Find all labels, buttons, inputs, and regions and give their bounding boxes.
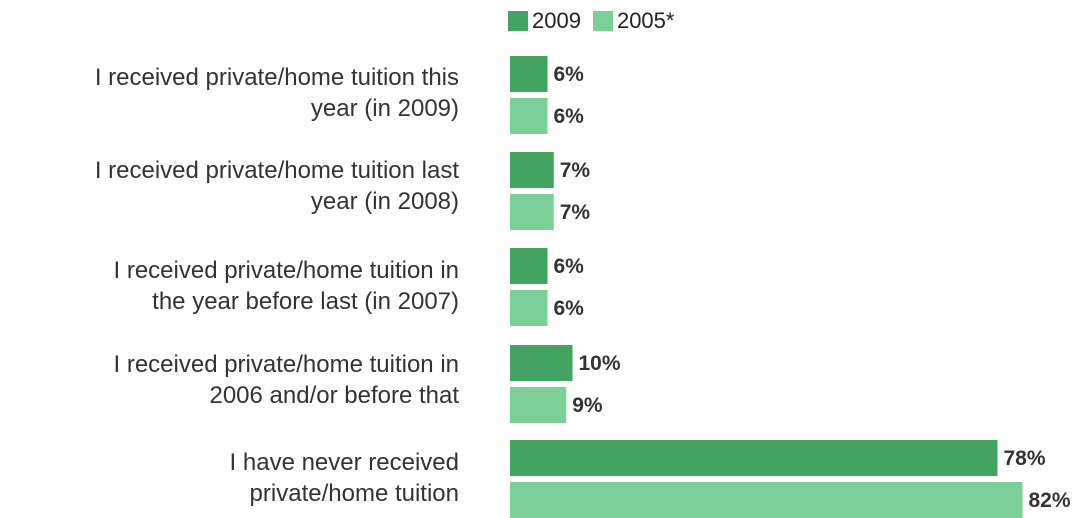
bar-2009-3 [510, 345, 573, 381]
legend-item-2005: 2005* [592, 8, 675, 34]
legend: 2009 2005* [508, 8, 686, 34]
category-label-3: I received private/home tuition in 2006 … [0, 349, 459, 411]
bar-2009-4 [510, 440, 998, 476]
legend-item-2009: 2009 [508, 8, 581, 34]
data-label-2005-2: 6% [554, 297, 585, 320]
category-label-2: I received private/home tuition in the y… [0, 255, 459, 317]
category-label-4: I have never received private/home tuiti… [0, 447, 459, 509]
category-label-3-line1: I received private/home tuition in [113, 351, 459, 378]
bar-2005-3 [510, 387, 567, 423]
category-label-2-line1: I received private/home tuition in [113, 257, 459, 284]
category-label-0-line1: I received private/home tuition this [94, 64, 459, 91]
bar-2005-0 [510, 98, 548, 134]
bar-2009-2 [510, 248, 548, 284]
legend-label-2009: 2009 [532, 8, 581, 33]
legend-label-2005: 2005* [616, 8, 675, 33]
category-label-1-line1: I received private/home tuition last [94, 157, 459, 184]
category-label-0: I received private/home tuition this yea… [0, 62, 459, 124]
bar-2005-1 [510, 194, 554, 230]
category-label-0-line2: year (in 2009) [310, 95, 459, 122]
bar-2005-4 [510, 482, 1023, 518]
legend-swatch-2005 [592, 11, 613, 31]
bar-2009-0 [510, 56, 548, 92]
bar-2009-1 [510, 152, 554, 188]
category-label-4-line1: I have never received [229, 449, 459, 476]
data-label-2009-3: 10% [579, 352, 621, 375]
data-label-2009-0: 6% [554, 63, 585, 86]
category-label-1: I received private/home tuition last yea… [0, 155, 459, 217]
data-label-2009-2: 6% [554, 255, 585, 278]
category-label-2-line2: the year before last (in 2007) [152, 288, 459, 315]
data-label-2005-3: 9% [572, 394, 603, 417]
data-label-2005-0: 6% [554, 105, 585, 128]
data-label-2009-1: 7% [560, 159, 591, 182]
category-label-3-line2: 2006 and/or before that [209, 382, 459, 409]
category-label-1-line2: year (in 2008) [310, 188, 459, 215]
bar-2005-2 [510, 290, 548, 326]
category-label-4-line2: private/home tuition [249, 480, 459, 507]
data-label-2005-1: 7% [560, 201, 591, 224]
legend-swatch-2009 [508, 11, 528, 31]
data-label-2009-4: 78% [1004, 447, 1046, 470]
data-label-2005-4: 82% [1029, 489, 1071, 512]
